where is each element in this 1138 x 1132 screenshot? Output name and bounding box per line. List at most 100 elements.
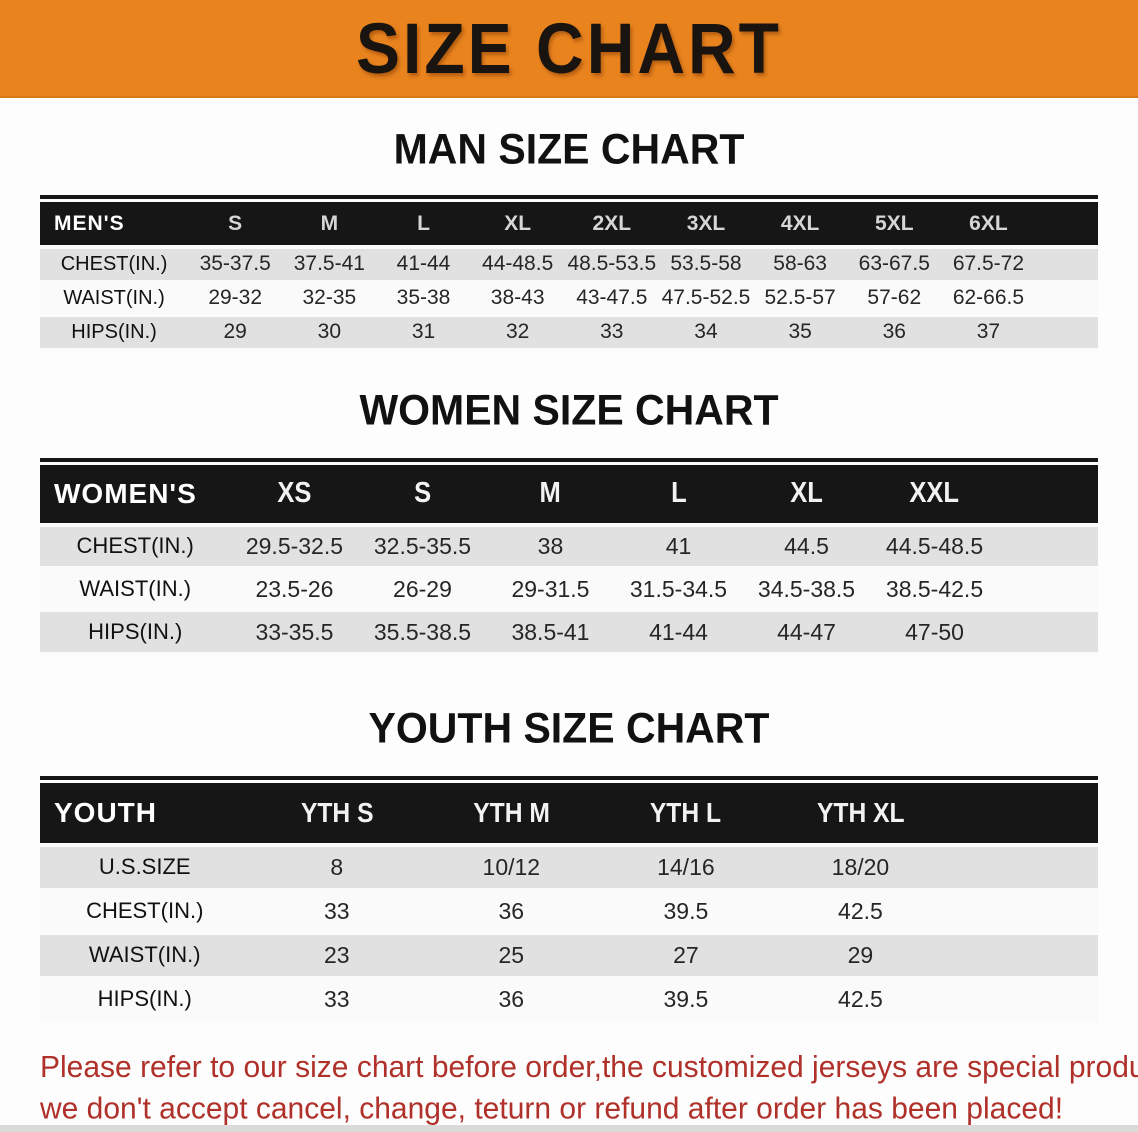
row-label: WAIST(IN.)	[40, 567, 231, 612]
men-chest-row: CHEST(IN.) 35-37.5 37.5-41 41-44 44-48.5…	[40, 247, 1098, 283]
size-col-text: S	[413, 477, 431, 509]
women-hips-row: HIPS(IN.) 33-35.5 35.5-38.5 38.5-41 41-4…	[40, 610, 1098, 655]
size-value: 36	[424, 889, 599, 935]
row-label: HIPS(IN.)	[40, 315, 189, 351]
size-value: 25	[424, 933, 599, 979]
size-value: 32-35	[282, 281, 377, 317]
size-value: 26-29	[358, 567, 487, 612]
size-value: 29.5-32.5	[230, 524, 359, 569]
size-value: 39.5	[598, 889, 774, 935]
men-size-col-6xl: 6XL	[941, 202, 1036, 249]
size-value: 63-67.5	[847, 247, 942, 283]
youth-chest-row: CHEST(IN.) 33 36 39.5 42.5	[40, 889, 1098, 935]
women-size-col-xxl: XXL	[870, 464, 999, 527]
size-value: 33	[249, 889, 425, 935]
size-value: 39.5	[598, 977, 774, 1023]
men-hips-row: HIPS(IN.) 29 30 31 32 33 34 35 36 37	[40, 315, 1098, 351]
row-label: HIPS(IN.)	[40, 977, 250, 1023]
youth-waist-row: WAIST(IN.) 23 25 27 29	[40, 933, 1098, 979]
table-top-rule	[40, 457, 1098, 462]
row-label: CHEST(IN.)	[40, 247, 189, 283]
row-label: CHEST(IN.)	[40, 524, 231, 569]
size-value: 31.5-34.5	[614, 567, 743, 612]
men-size-col-xl: XL	[470, 202, 565, 249]
men-size-col-2xl: 2XL	[564, 202, 659, 249]
youth-header-filler	[947, 783, 1098, 847]
youth-table-label: YOUTH	[40, 783, 250, 847]
women-size-col-m: M	[486, 464, 615, 527]
size-col-text: XXL	[909, 477, 960, 509]
size-value: 42.5	[773, 977, 948, 1023]
size-value: 32	[470, 315, 565, 351]
women-chest-row: CHEST(IN.) 29.5-32.5 32.5-35.5 38 41 44.…	[40, 524, 1098, 569]
size-value: 42.5	[773, 889, 948, 935]
heading-man-size-chart: MAN SIZE CHART	[393, 124, 745, 174]
size-value: 29	[188, 315, 283, 351]
size-value: 47-50	[870, 610, 999, 655]
size-value: 38.5-41	[486, 610, 615, 655]
size-value: 33	[564, 315, 659, 351]
youth-size-table: YOUTH YTH S YTH M YTH L YTH XL U.S.SIZE …	[40, 776, 1098, 1023]
men-size-table: MEN'S S M L XL 2XL 3XL 4XL 5XL 6XL CHEST…	[40, 195, 1098, 351]
size-value: 35-38	[376, 281, 471, 317]
size-value: 10/12	[424, 845, 599, 891]
banner-title: SIZE CHART	[356, 8, 782, 88]
size-value: 44.5	[742, 524, 871, 569]
size-value: 34	[658, 315, 754, 351]
disclaimer-line-1: Please refer to our size chart before or…	[40, 1049, 1138, 1084]
size-col-text: YTH XL	[816, 797, 905, 828]
size-value: 41	[614, 524, 743, 569]
youth-size-col-l: YTH L	[598, 783, 774, 847]
size-value: 36	[424, 977, 599, 1023]
size-value: 23	[249, 933, 425, 979]
size-value: 31	[376, 315, 471, 351]
size-value: 29	[773, 933, 948, 979]
disclaimer-line-2: we don't accept cancel, change, teturn o…	[40, 1091, 1064, 1126]
size-col-text: YTH M	[472, 797, 550, 828]
size-value: 23.5-26	[230, 567, 359, 612]
size-col-text: M	[539, 477, 562, 509]
size-value: 34.5-38.5	[742, 567, 871, 612]
women-size-col-l: L	[614, 464, 743, 527]
size-value: 41-44	[614, 610, 743, 655]
size-value: 32.5-35.5	[358, 524, 487, 569]
size-value: 35	[753, 315, 848, 351]
size-value: 48.5-53.5	[564, 247, 659, 283]
size-value: 27	[598, 933, 774, 979]
size-value: 52.5-57	[753, 281, 848, 317]
size-value: 44-48.5	[470, 247, 565, 283]
men-waist-row: WAIST(IN.) 29-32 32-35 35-38 38-43 43-47…	[40, 281, 1098, 317]
size-value: 37.5-41	[282, 247, 377, 283]
disclaimer-text: Please refer to our size chart before or…	[40, 1046, 1138, 1130]
size-value: 57-62	[847, 281, 942, 317]
women-size-col-s: S	[358, 464, 487, 527]
size-value: 44.5-48.5	[870, 524, 999, 569]
size-value: 35-37.5	[188, 247, 283, 283]
table-top-rule	[40, 195, 1098, 199]
size-value: 33	[249, 977, 425, 1023]
men-size-col-m: M	[282, 202, 377, 249]
men-size-col-5xl: 5XL	[847, 202, 942, 249]
heading-youth-size-chart: YOUTH SIZE CHART	[368, 703, 770, 753]
size-col-text: YTH S	[300, 797, 374, 828]
size-col-text: XL	[790, 477, 823, 509]
youth-ussize-row: U.S.SIZE 8 10/12 14/16 18/20	[40, 845, 1098, 891]
size-value: 38-43	[470, 281, 565, 317]
women-table-label: WOMEN'S	[40, 464, 231, 527]
table-top-rule	[40, 776, 1098, 780]
row-label: HIPS(IN.)	[40, 610, 231, 655]
size-value: 58-63	[753, 247, 848, 283]
row-label: U.S.SIZE	[40, 845, 250, 891]
youth-size-col-xl: YTH XL	[773, 783, 948, 847]
size-value: 35.5-38.5	[358, 610, 487, 655]
women-waist-row: WAIST(IN.) 23.5-26 26-29 29-31.5 31.5-34…	[40, 567, 1098, 612]
size-value: 29-32	[188, 281, 283, 317]
size-value: 14/16	[598, 845, 774, 891]
youth-hips-row: HIPS(IN.) 33 36 39.5 42.5	[40, 977, 1098, 1023]
size-value: 67.5-72	[941, 247, 1036, 283]
size-value: 8	[249, 845, 425, 891]
men-table-label: MEN'S	[40, 202, 189, 249]
size-value: 30	[282, 315, 377, 351]
size-value: 37	[941, 315, 1036, 351]
size-value: 33-35.5	[230, 610, 359, 655]
